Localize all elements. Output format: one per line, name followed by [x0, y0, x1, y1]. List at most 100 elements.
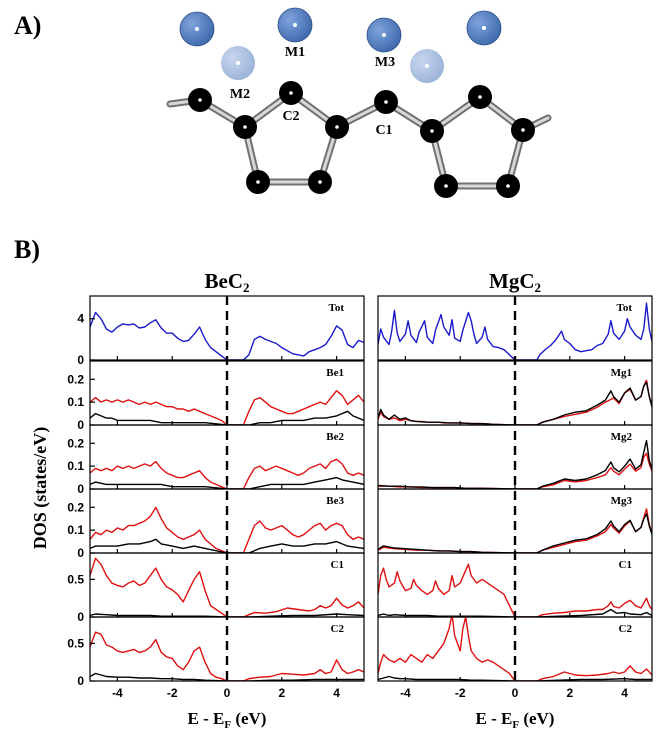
dos-line-s [378, 513, 652, 553]
y-axis-label: DOS (states/eV) [30, 427, 51, 549]
dos-line-s [90, 538, 364, 553]
metal-atom-center [425, 64, 429, 68]
panel-label: Tot [329, 302, 345, 314]
panel-label: Be3 [326, 495, 344, 507]
x-axis-label-mgc2: E - EF (eV) [476, 709, 555, 730]
x-tick-label: -4 [112, 686, 123, 700]
panel-a-label: A) [14, 11, 41, 40]
dos-line-p [90, 390, 364, 425]
carbon-atom-center [256, 180, 260, 184]
dos-panel-be1: Be1 0 0.1 0.2 [67, 360, 365, 432]
metal-atom-center [482, 26, 486, 30]
dos-panel-tot: Tot 0 4 [77, 295, 365, 367]
carbon-atom-center [243, 125, 247, 129]
dos-panel-c2: C2 [377, 616, 653, 682]
mgc2-title: MgC2 [489, 269, 541, 295]
y-tick-label: 0.5 [67, 572, 84, 586]
dos-line-p [378, 563, 652, 617]
y-tick-label: 4 [77, 312, 84, 326]
metal-atom-center [293, 23, 297, 27]
carbon-atom-center [318, 180, 322, 184]
panel-label: Be1 [326, 367, 344, 379]
dos-line-s [378, 439, 652, 489]
dos-line-p [378, 617, 652, 681]
y-tick-label: 0.1 [67, 459, 84, 473]
x-tick-label: -2 [167, 686, 178, 700]
panel-label: Mg2 [611, 431, 633, 443]
panel-label: C2 [331, 623, 345, 635]
series-group [378, 302, 652, 360]
bec2-title: BeC2 [205, 269, 250, 295]
panel-label: Tot [617, 302, 633, 314]
series-group [378, 439, 652, 489]
y-tick-label: 0.2 [67, 436, 84, 450]
x-tick-label: -2 [455, 686, 466, 700]
dos-charts: Tot 0 4 Be1 0 0.1 0.2 Be2 0 0.1 0.2 Be3 0 0.1 0.2 C1 0 0.… [67, 295, 653, 700]
atom-label: C1 [375, 123, 392, 138]
y-tick-label: 0.2 [67, 500, 84, 514]
carbon-atom-center [506, 184, 510, 188]
dos-line-total [90, 311, 364, 360]
dos-line-p [90, 458, 364, 489]
series-group [90, 390, 364, 425]
carbon-atom-center [430, 129, 434, 133]
mgc2-chart: Tot Mg1 Mg2 Mg3 C1 C2 -4 -2 0 2 4 [377, 295, 653, 700]
panel-label: C2 [619, 623, 633, 635]
carbon-atom-center [335, 125, 339, 129]
x-tick-label: 2 [566, 686, 573, 700]
bec2-chart: Tot 0 4 Be1 0 0.1 0.2 Be2 0 0.1 0.2 Be3 0 0.1 0.2 C1 0 0.… [67, 295, 365, 700]
dos-line-total [378, 302, 652, 360]
dos-panel-be3: Be3 0 0.1 0.2 [67, 488, 365, 560]
dos-panel-be2: Be2 0 0.1 0.2 [67, 424, 365, 496]
dos-line-s [378, 381, 652, 425]
panel-label: Mg1 [611, 367, 632, 379]
dos-line-p [378, 508, 652, 553]
y-tick-label: 0.2 [67, 372, 84, 386]
y-tick-label: 0.5 [67, 636, 84, 650]
series-group [90, 458, 364, 489]
series-group [378, 508, 652, 553]
metal-atom-center [382, 33, 386, 37]
y-tick-label: 0 [77, 610, 84, 624]
atom-label: C2 [282, 109, 299, 124]
carbon-atom-center [198, 98, 202, 102]
carbon-atom-center [444, 184, 448, 188]
x-tick-label: 0 [224, 686, 231, 700]
y-tick-label: 0 [77, 674, 84, 688]
panel-label: C1 [619, 559, 632, 571]
dos-panel-c1: C1 0 0.5 [67, 552, 365, 624]
x-tick-label: 4 [333, 686, 340, 700]
dos-line-s [90, 613, 364, 617]
y-tick-label: 0.1 [67, 395, 84, 409]
metal-atom-center [236, 61, 240, 65]
x-tick-label: 2 [278, 686, 285, 700]
panel-label: C1 [331, 559, 344, 571]
carbon-atom-center [478, 95, 482, 99]
dos-line-s [90, 476, 364, 489]
y-tick-label: 0.1 [67, 523, 84, 537]
series-group [90, 631, 364, 681]
carbon-atom-center [289, 91, 293, 95]
x-tick-label: 0 [512, 686, 519, 700]
dos-line-p [90, 631, 364, 681]
dos-panel-c2: C2 0 0.5 [67, 616, 365, 688]
panel-label: Mg3 [611, 495, 633, 507]
series-group [90, 506, 364, 553]
dos-line-p [90, 557, 364, 617]
panel-label: Be2 [326, 431, 344, 443]
atom-label: M1 [285, 45, 305, 60]
dos-line-s [90, 672, 364, 681]
x-axis-label-bec2: E - EF (eV) [188, 709, 267, 730]
series-group [90, 557, 364, 617]
dos-line-s [90, 410, 364, 425]
dos-line-p [90, 506, 364, 553]
y-tick-label: 0 [77, 418, 84, 432]
carbon-atom-center [521, 128, 525, 132]
panel-b-label: B) [14, 235, 40, 264]
carbon-atom-center [384, 100, 388, 104]
atom-label: M2 [230, 87, 250, 102]
x-tick-label: -4 [400, 686, 411, 700]
y-tick-label: 0 [77, 353, 84, 367]
atom-label: M3 [375, 55, 395, 70]
